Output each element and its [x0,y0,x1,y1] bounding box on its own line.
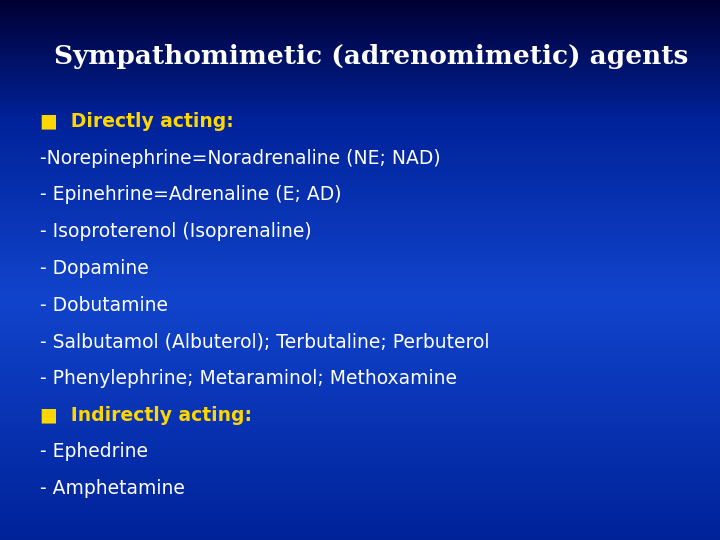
Text: - Phenylephrine; Metaraminol; Methoxamine: - Phenylephrine; Metaraminol; Methoxamin… [40,369,456,388]
Text: - Dobutamine: - Dobutamine [40,295,168,315]
Text: ■  Directly acting:: ■ Directly acting: [40,112,233,131]
Text: ■  Indirectly acting:: ■ Indirectly acting: [40,406,251,425]
Text: - Dopamine: - Dopamine [40,259,148,278]
Text: -Norepinephrine=Noradrenaline (NE; NAD): -Norepinephrine=Noradrenaline (NE; NAD) [40,148,440,168]
Text: - Salbutamol (Albuterol); Terbutaline; Perbuterol: - Salbutamol (Albuterol); Terbutaline; P… [40,332,489,352]
Text: - Epinehrine=Adrenaline (E; AD): - Epinehrine=Adrenaline (E; AD) [40,185,341,205]
Text: Sympathomimetic (adrenomimetic) agents: Sympathomimetic (adrenomimetic) agents [54,44,688,69]
Text: - Ephedrine: - Ephedrine [40,442,148,462]
Text: - Amphetamine: - Amphetamine [40,479,184,498]
Text: - Isoproterenol (Isoprenaline): - Isoproterenol (Isoprenaline) [40,222,311,241]
